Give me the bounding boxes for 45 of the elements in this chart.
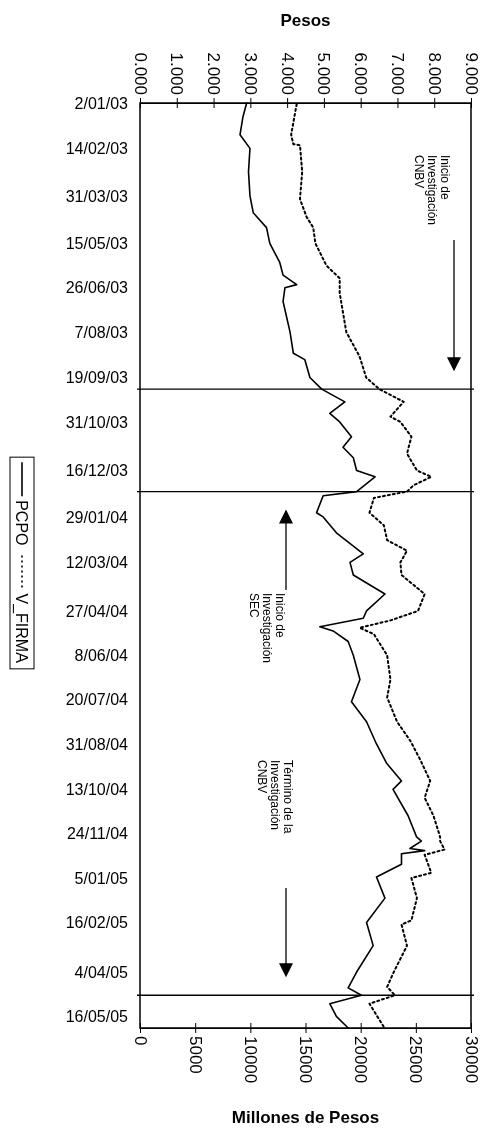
x2-tick-label: 5.000 xyxy=(314,52,334,95)
y-tick-label: 31/03/03 xyxy=(65,187,129,205)
x-tick-label: 0 xyxy=(130,1036,150,1046)
x2-tick-label: 4.000 xyxy=(277,52,297,95)
y-tick-label: 31/10/03 xyxy=(65,413,129,431)
legend-label: PCPO xyxy=(13,500,31,546)
x-tick-label: 30000 xyxy=(461,1036,481,1084)
annotation: Inicio de Investigación SEC xyxy=(247,593,287,664)
y-tick-label: 19/09/03 xyxy=(65,369,129,387)
x2-tick-label: 3.000 xyxy=(240,52,260,95)
y-tick-label: 27/04/04 xyxy=(65,602,129,620)
annotation: Inicio de Investigación CNBV xyxy=(412,155,452,226)
x-tick-label: 15000 xyxy=(296,1036,316,1084)
x-tick-label: 10000 xyxy=(240,1036,260,1084)
x2-tick-label: 0.000 xyxy=(130,52,150,95)
y-tick-label: 16/02/05 xyxy=(65,914,129,932)
y-tick-label: 26/06/03 xyxy=(65,279,129,297)
x-axis-title: Millones de Pesos xyxy=(231,1108,380,1127)
legend-label: V_FIRMA xyxy=(12,593,31,664)
y-tick-label: 14/02/03 xyxy=(65,140,129,158)
x2-tick-label: 2.000 xyxy=(204,52,224,95)
y-tick-label: 24/11/04 xyxy=(66,825,129,843)
y-tick-label: 2/01/03 xyxy=(74,94,129,112)
y-tick-label: 20/07/04 xyxy=(65,691,129,709)
x2-tick-label: 7.000 xyxy=(387,52,407,95)
x2-tick-label: 8.000 xyxy=(424,52,444,95)
x2-tick-label: 9.000 xyxy=(461,52,481,95)
y-tick-label: 29/01/04 xyxy=(65,508,129,526)
y-tick-label: 12/03/04 xyxy=(65,553,129,571)
x-tick-label: 5000 xyxy=(185,1036,205,1074)
y-tick-label: 7/08/03 xyxy=(74,323,129,341)
y-tick-label: 15/05/03 xyxy=(65,235,129,253)
y-tick-label: 5/01/05 xyxy=(74,869,129,887)
y-tick-label: 8/06/04 xyxy=(74,646,129,664)
y-tick-label: 4/04/05 xyxy=(74,963,129,981)
x-tick-label: 25000 xyxy=(406,1036,426,1084)
y-tick-label: 31/08/04 xyxy=(65,735,129,753)
y-tick-label: 16/12/03 xyxy=(65,462,129,480)
y-tick-label: 13/10/04 xyxy=(65,780,129,798)
annotation: Término de la Investigación CNBV xyxy=(255,760,295,834)
y-tick-label: 16/05/05 xyxy=(65,1008,129,1025)
x2-tick-label: 1.000 xyxy=(167,52,187,95)
x2-tick-label: 6.000 xyxy=(351,52,371,95)
x2-axis-title: Pesos xyxy=(280,11,331,30)
x-tick-label: 20000 xyxy=(351,1036,371,1084)
